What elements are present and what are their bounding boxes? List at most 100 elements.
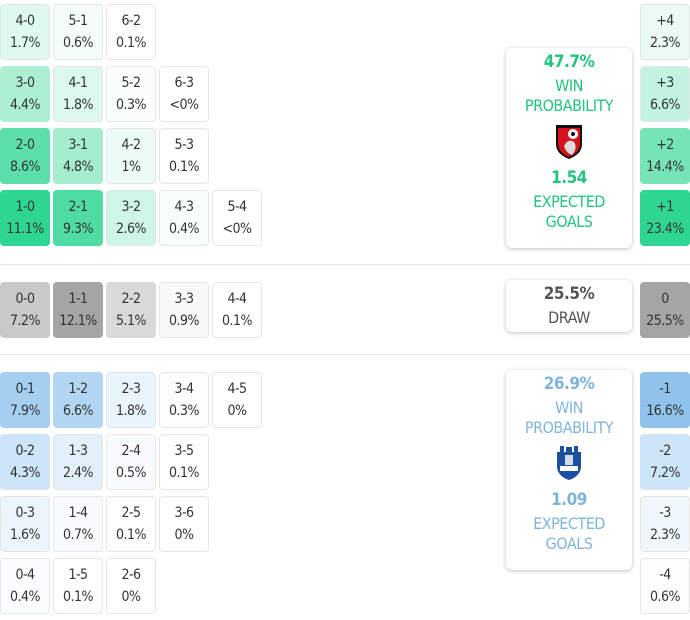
probability-label: 0.1% <box>222 313 253 329</box>
score-label: 5-3 <box>174 137 194 153</box>
scoreline-cell: 0-3 1.6% <box>0 496 50 552</box>
win-label: PROBABILITY <box>524 418 614 437</box>
probability-label: 1.8% <box>116 403 147 419</box>
scoreline-cell: 4-2 1% <box>106 128 156 184</box>
probability-label: 1% <box>121 159 141 175</box>
margin-cell: -4 0.6% <box>640 558 690 614</box>
margin-cell: 0 25.5% <box>640 282 690 338</box>
scoreline-cell: 3-1 4.8% <box>53 128 103 184</box>
score-label: 3-4 <box>174 381 194 397</box>
score-label: 5-1 <box>68 13 88 29</box>
divider <box>0 264 690 265</box>
score-label: 3-3 <box>174 291 194 307</box>
probability-label: 5.1% <box>116 313 147 329</box>
scoreline-cell: 0-1 7.9% <box>0 372 50 428</box>
scoreline-cell: 2-1 9.3% <box>53 190 103 246</box>
score-label: 0-3 <box>15 505 35 521</box>
probability-label: 0.9% <box>169 313 200 329</box>
score-label: 4-3 <box>174 199 194 215</box>
scoreline-cell: 1-3 2.4% <box>53 434 103 490</box>
score-label: 2-3 <box>121 381 141 397</box>
probability-label: 2.3% <box>650 527 681 543</box>
probability-label: 0.6% <box>63 35 94 51</box>
margin-cell: -2 7.2% <box>640 434 690 490</box>
score-label: 1-5 <box>68 567 88 583</box>
scoreline-cell: 6-2 0.1% <box>106 4 156 60</box>
score-label: 2-6 <box>121 567 141 583</box>
score-label: -1 <box>659 381 671 397</box>
probability-label: 8.6% <box>10 159 41 175</box>
probability-label: 0.1% <box>169 159 200 175</box>
draw-label: DRAW <box>548 308 590 327</box>
scoreline-cell: 2-0 8.6% <box>0 128 50 184</box>
score-label: 3-6 <box>174 505 194 521</box>
margin-cell: +3 6.6% <box>640 66 690 122</box>
score-label: 0-0 <box>15 291 35 307</box>
score-label: 3-2 <box>121 199 141 215</box>
draw-summary-card: 25.5% DRAW <box>506 280 632 332</box>
scoreline-cell: 2-4 0.5% <box>106 434 156 490</box>
scoreline-cell: 1-0 11.1% <box>0 190 50 246</box>
scoreline-cell: 5-2 0.3% <box>106 66 156 122</box>
score-label: 2-0 <box>15 137 35 153</box>
probability-label: 4.8% <box>63 159 94 175</box>
probability-label: 7.2% <box>10 313 41 329</box>
away-summary-card: 26.9% WIN PROBABILITY 1.09 EXPECTED GOALS <box>506 370 632 570</box>
score-label: 2-2 <box>121 291 141 307</box>
probability-label: 0.4% <box>10 589 41 605</box>
away-win-pct: 26.9% <box>543 374 595 394</box>
draw-pct: 25.5% <box>543 284 595 304</box>
away-xg: 1.09 <box>551 490 587 510</box>
scoreline-cell: 3-2 2.6% <box>106 190 156 246</box>
scoreline-cell: 2-2 5.1% <box>106 282 156 338</box>
score-label: 2-4 <box>121 443 141 459</box>
probability-label: 14.4% <box>646 159 684 175</box>
divider <box>0 354 690 355</box>
probability-label: 1.7% <box>10 35 41 51</box>
scoreline-cell: 1-5 0.1% <box>53 558 103 614</box>
probability-label: 2.4% <box>63 465 94 481</box>
probability-label: <0% <box>169 97 199 113</box>
score-label: +1 <box>656 199 674 215</box>
probability-label: 0% <box>121 589 141 605</box>
score-label: 5-2 <box>121 75 141 91</box>
xg-label: GOALS <box>545 534 593 553</box>
probability-label: 1.8% <box>63 97 94 113</box>
probability-label: 0% <box>174 527 194 543</box>
score-label: 5-4 <box>227 199 247 215</box>
score-label: 0-1 <box>15 381 35 397</box>
probability-label: 23.4% <box>646 221 684 237</box>
home-win-pct: 47.7% <box>543 52 595 72</box>
score-label: 1-2 <box>68 381 88 397</box>
scoreline-cell: 0-0 7.2% <box>0 282 50 338</box>
win-label: WIN <box>555 76 583 95</box>
xg-label: EXPECTED <box>533 514 605 533</box>
score-label: 4-4 <box>227 291 247 307</box>
score-label: 4-0 <box>15 13 35 29</box>
probability-label: 12.1% <box>59 313 97 329</box>
scoreline-cell: 2-3 1.8% <box>106 372 156 428</box>
score-label: 6-2 <box>121 13 141 29</box>
probability-label: 7.2% <box>650 465 681 481</box>
xg-label: GOALS <box>545 212 593 231</box>
win-label: WIN <box>555 398 583 417</box>
probability-label: 0.5% <box>116 465 147 481</box>
margin-cell: -1 16.6% <box>640 372 690 428</box>
home-xg: 1.54 <box>551 168 587 188</box>
probability-label: 7.9% <box>10 403 41 419</box>
score-label: +2 <box>656 137 674 153</box>
scoreline-cell: 2-5 0.1% <box>106 496 156 552</box>
probability-label: 4.4% <box>10 97 41 113</box>
scoreline-cell: 3-6 0% <box>159 496 209 552</box>
probability-label: 0% <box>227 403 247 419</box>
scoreline-cell: 0-2 4.3% <box>0 434 50 490</box>
scoreline-cell: 5-4 <0% <box>212 190 262 246</box>
probability-label: 0.1% <box>116 527 147 543</box>
probability-label: 0.4% <box>169 221 200 237</box>
scoreline-cell: 4-5 0% <box>212 372 262 428</box>
probability-label: 0.3% <box>116 97 147 113</box>
probability-label: 0.6% <box>650 589 681 605</box>
score-label: 1-0 <box>15 199 35 215</box>
score-label: 4-2 <box>121 137 141 153</box>
score-label: 4-5 <box>227 381 247 397</box>
